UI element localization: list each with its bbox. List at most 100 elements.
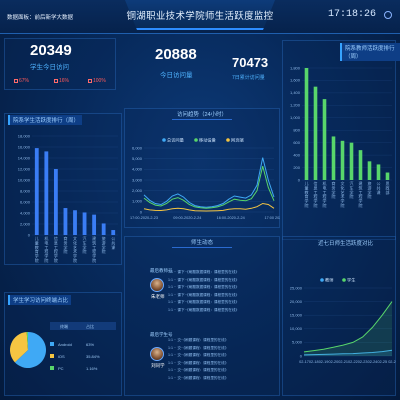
- x-tick-label: 商务学院: [332, 180, 336, 199]
- pie-slice: [10, 332, 28, 363]
- terminal-name: Android: [58, 342, 72, 347]
- x-tick-label: 机电工程学院: [323, 180, 327, 208]
- legend-label: 移动设备: [199, 137, 217, 144]
- y-tick-label: 16,000: [18, 144, 31, 149]
- bar: [101, 223, 106, 235]
- pie-slice: [14, 332, 47, 368]
- y-tick-label: 0: [140, 209, 143, 214]
- feed-line: 1:1 ·· 交··《刷题课程：课程里的在线》: [168, 368, 229, 372]
- y-tick-label: 12,000: [18, 166, 31, 171]
- y-tick-label: 0: [300, 353, 303, 358]
- terminal-pct: 1.16%: [86, 366, 98, 371]
- bar: [304, 68, 309, 180]
- feed-line: 1:1 ·· 交··《刷题课程：课程里的在线》: [168, 353, 229, 357]
- x-tick-label: 机电工程学院: [44, 235, 48, 263]
- terminal-table: 终端 占比 Android 63% iOS 35.84% PC 1.16%: [50, 322, 118, 382]
- x-tick-label: 02-19: [319, 360, 329, 364]
- feed-line: 1:1 ·· 课下··《刷题数据课程：课程里的在线》: [168, 277, 240, 282]
- y-tick-label: 1,800: [290, 65, 301, 70]
- x-tick-label: 儿童教育学院: [35, 235, 39, 263]
- y-tick-label: 5,000: [292, 340, 303, 345]
- bar: [34, 148, 39, 235]
- panel-student-ranking: [4, 113, 122, 265]
- y-tick-label: 4,000: [132, 167, 143, 172]
- legend-swatch: [50, 342, 54, 346]
- feed-line: 1:1 ·· 交··《刷题课程：课程里的在线》: [168, 360, 229, 365]
- bar: [322, 99, 327, 180]
- teacher-ranking-title: 院系教师活跃度排行（周）: [340, 43, 400, 61]
- legend-label: 网页端: [231, 137, 244, 144]
- student-feed-tag: 最后学生号: [150, 332, 173, 337]
- panel-feed: [124, 236, 280, 396]
- week-visits-value: 70473: [232, 55, 269, 70]
- student-ranking-title: 院系学生活跃度排行（周）: [8, 115, 83, 125]
- x-tick-label: 旅游学院: [102, 235, 106, 254]
- x-tick-label: 公共课: [377, 181, 381, 195]
- y-tick-label: 14,000: [18, 155, 31, 160]
- total-visits-label: 学生今日访问: [30, 64, 69, 71]
- page-title: 铜湖职业技术学院师生活跃度监控: [126, 11, 274, 22]
- title-plate: [125, 0, 275, 30]
- student-avatar[interactable]: [150, 347, 164, 361]
- y-tick-label: 5,000: [132, 156, 143, 161]
- bar: [313, 86, 318, 180]
- feed-title: 师生动态: [172, 238, 232, 248]
- bar: [73, 210, 77, 235]
- panel-weekly: [282, 236, 396, 396]
- series-line: [303, 349, 393, 356]
- feed-line: 1:1 ·· 课下··《刷题数据课程：课程里的在线》: [168, 285, 240, 289]
- feed-line: 1:1 ·· 课下··《刷题数据课程：课程里的在线》: [168, 307, 240, 312]
- teacher-avatar[interactable]: [150, 278, 164, 292]
- x-tick-label: 文化艺术学院: [341, 180, 345, 208]
- y-tick-label: 8,000: [20, 188, 31, 193]
- teacher-feed-tag: 最后教师号: [150, 268, 173, 273]
- bar: [44, 151, 49, 235]
- x-tick-label: 02-24: [368, 360, 378, 364]
- y-tick-label: 1,000: [132, 199, 143, 204]
- delta-1: 67%: [14, 78, 29, 84]
- x-tick-label: 旅游学院: [368, 180, 372, 199]
- x-tick-label: 17:00 2020: [264, 216, 280, 220]
- clock-icon: [384, 11, 392, 19]
- series-line: [303, 301, 393, 353]
- x-tick-label: 09:00-2020-2-24: [173, 216, 201, 220]
- pie-slice: [26, 332, 28, 350]
- teacher-name: 朱老师: [151, 294, 165, 299]
- x-tick-label: 02-23: [358, 360, 368, 364]
- bar: [376, 164, 381, 180]
- delta-3: 100%: [88, 78, 106, 84]
- legend-dot: [226, 138, 230, 142]
- breadcrumb[interactable]: 数据面板：前后新学大数据: [7, 15, 74, 21]
- series-line: [143, 157, 275, 208]
- table-header-row: 终端 占比: [50, 322, 116, 330]
- bar: [385, 172, 390, 180]
- y-tick-label: 0: [28, 232, 31, 237]
- table-row: Android 63%: [50, 340, 116, 348]
- y-tick-label: 6,000: [132, 145, 143, 150]
- x-tick-label: 16:00-2020-2-24: [217, 216, 245, 220]
- feed-line: 1:1 ·· 课下··《刷题数据课程：课程里的在线》: [168, 270, 240, 274]
- today-visits-value: 20888: [155, 46, 197, 63]
- bar: [92, 214, 97, 235]
- feed-line: 1:1 ·· 课下··《刷题数据课程：课程里的在线》: [168, 300, 240, 304]
- feed-line: 1:1 ·· 交··《刷题课程：课程里的在线》: [168, 345, 229, 350]
- feed-line: 1:1 ·· 交··《刷题课程：课程里的在线》: [168, 338, 229, 342]
- x-tick-label: 公共课: [111, 236, 115, 250]
- x-tick-label: 建筑工程学院: [92, 235, 96, 263]
- x-tick-label: 02-25: [377, 360, 387, 364]
- trend-title: 访问趋势（24小时）: [172, 110, 232, 120]
- week-visits-label: 7日累计访问量: [232, 75, 265, 81]
- trend-chart: 总访问量 移动设备 网页端 0 1,000 2,000 3,000 4,000 5,000 6,0…: [130, 137, 280, 221]
- delta-2: 16%: [54, 78, 69, 84]
- bar: [331, 136, 336, 180]
- x-tick-label: 02-20: [328, 360, 338, 364]
- y-tick-label: 800: [293, 128, 300, 133]
- feed-line: 1:1 ·· 交··《刷题课程：课程里的在线》: [168, 375, 229, 380]
- y-tick-label: 0: [298, 177, 301, 182]
- x-tick-label: 建筑工程学院: [359, 180, 363, 208]
- y-tick-label: 1,600: [290, 78, 301, 83]
- today-visits-label: 今日访问量: [160, 72, 193, 79]
- y-tick-label: 15,000: [290, 313, 303, 318]
- y-tick-label: 20,000: [290, 299, 303, 304]
